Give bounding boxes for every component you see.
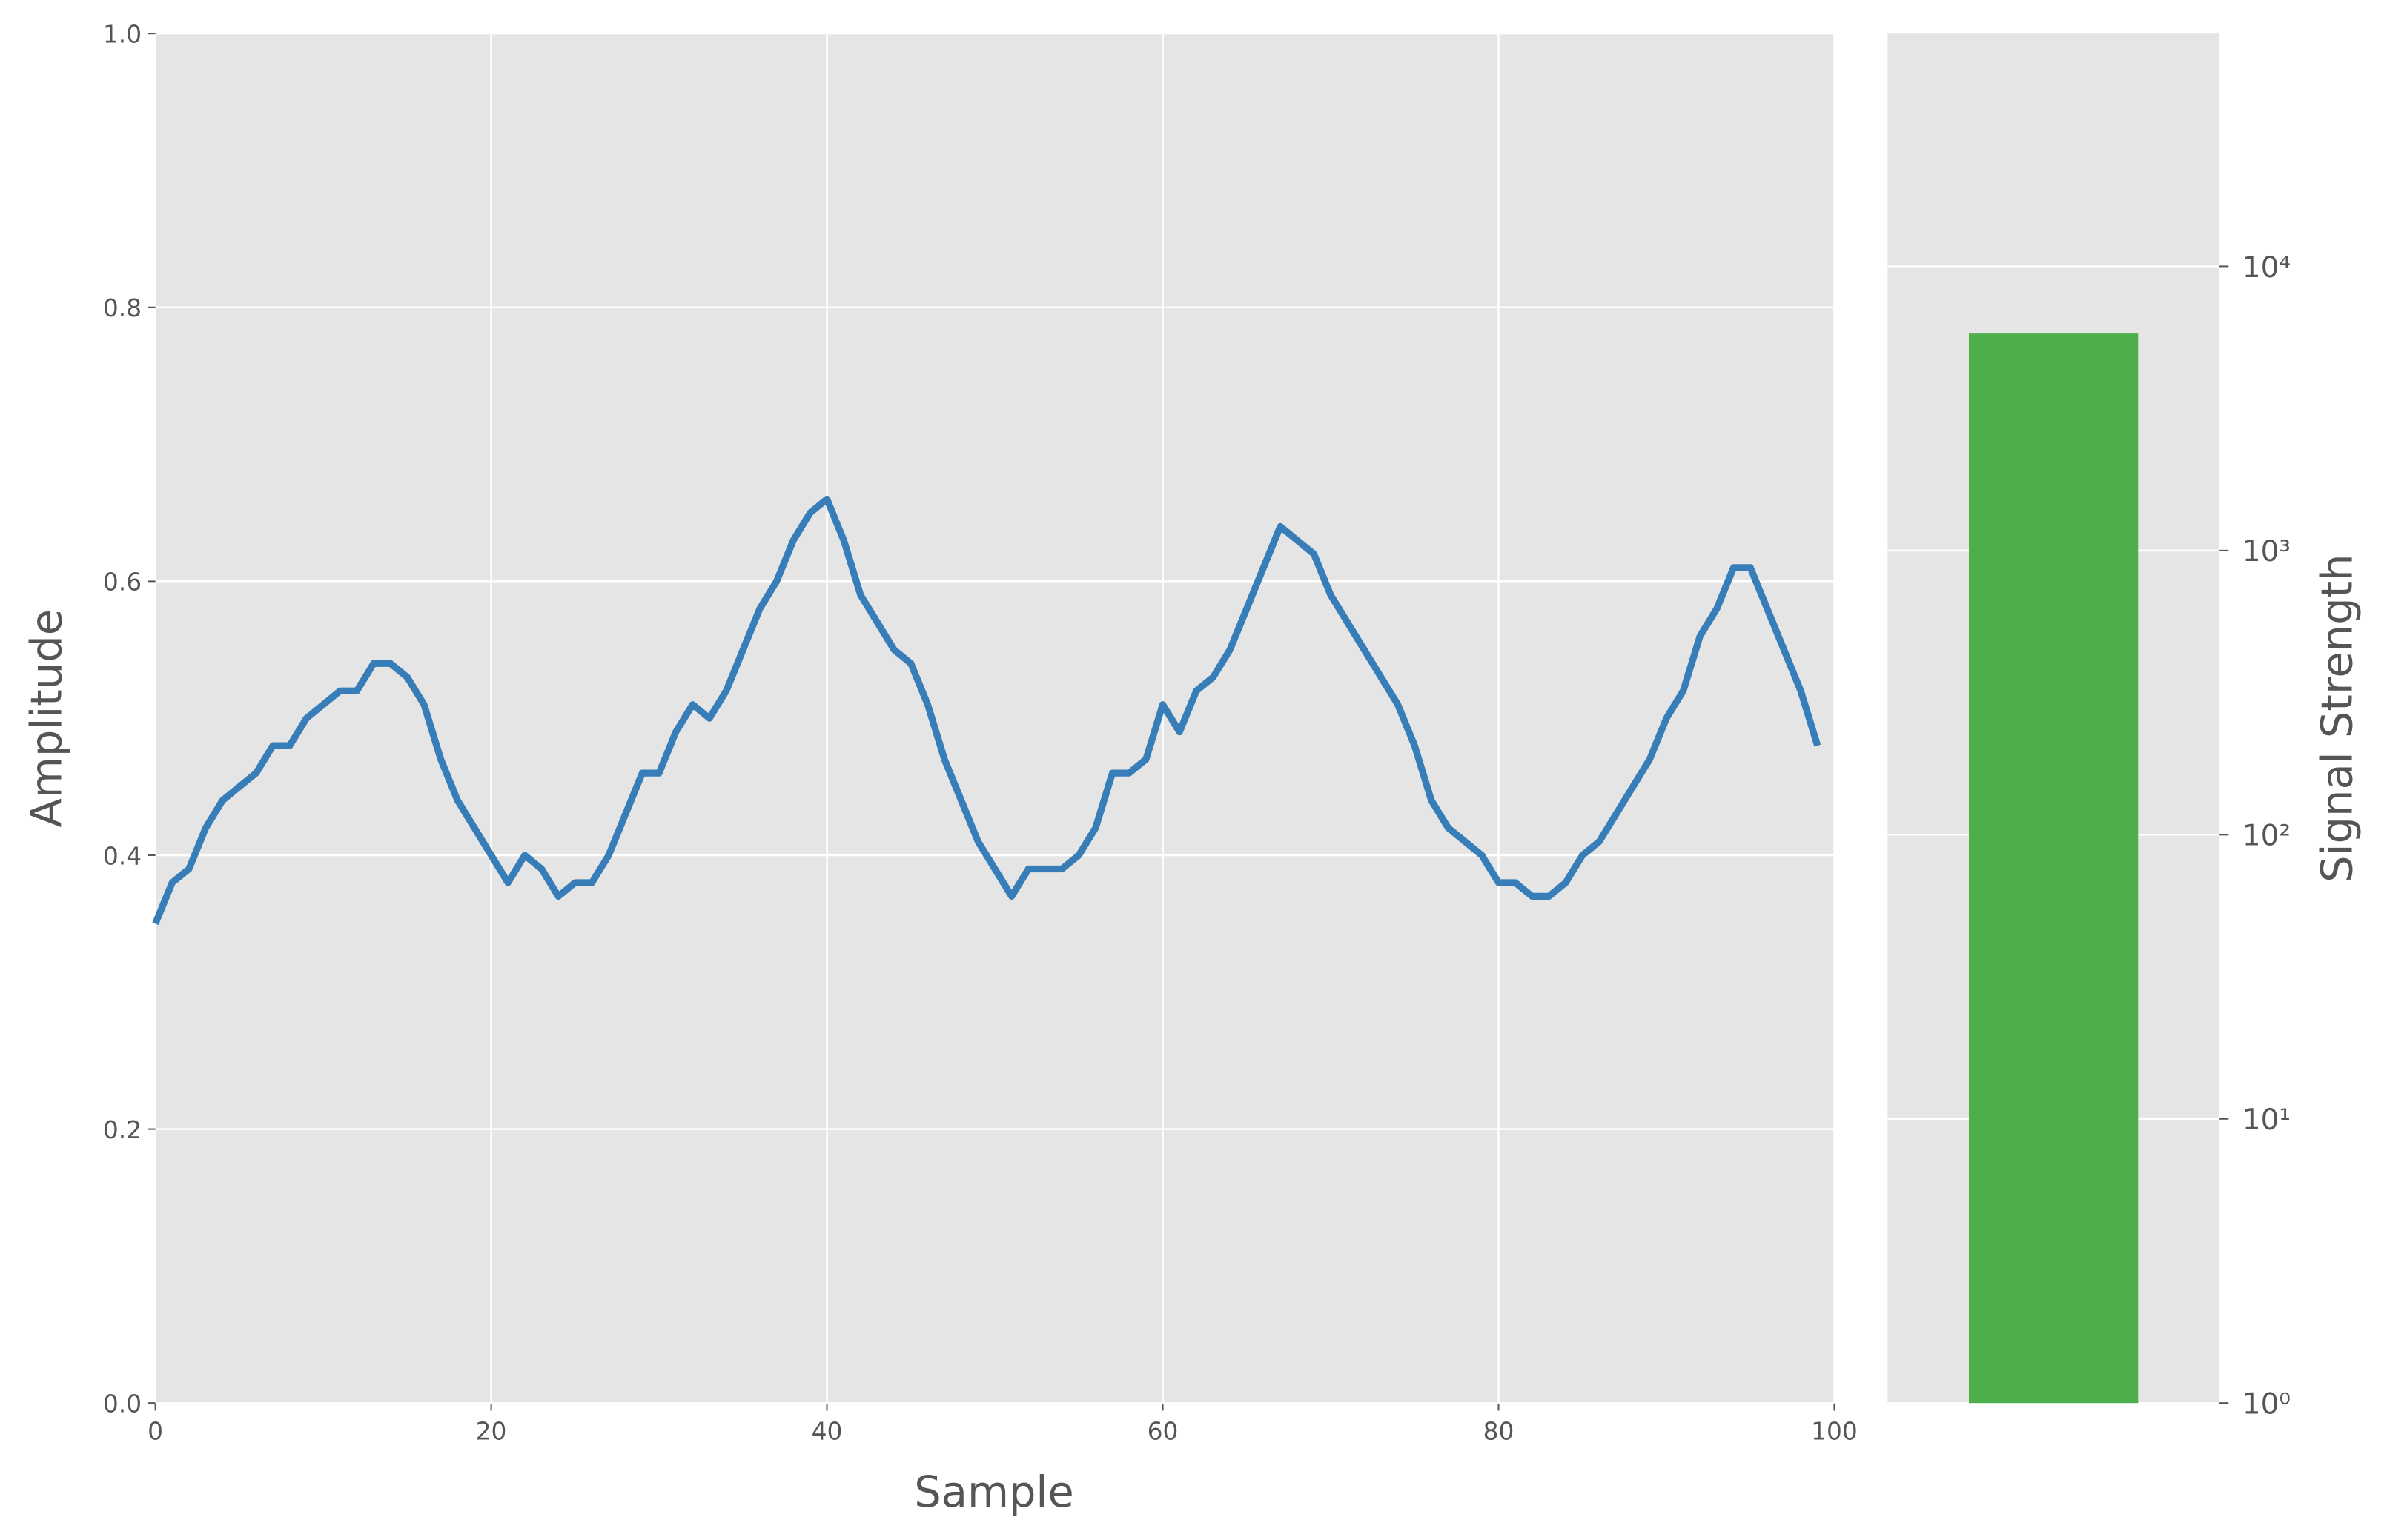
- x-tick-label: 40: [812, 1417, 843, 1445]
- x-tick-label: 20: [476, 1417, 507, 1445]
- x-tick-label: 100: [1811, 1417, 1858, 1445]
- y-tick-label: 10³: [2242, 535, 2291, 568]
- line-panel: [155, 33, 1835, 1404]
- x-tick-label: 0: [148, 1417, 163, 1445]
- y-tick-label: 1.0: [103, 20, 142, 48]
- x-tick-label: 60: [1148, 1417, 1179, 1445]
- y-tick-label: 0.2: [103, 1116, 142, 1144]
- bar: [1969, 333, 2139, 1404]
- y-axis-label: Amplitude: [21, 609, 71, 828]
- y-tick-label: 10¹: [2242, 1103, 2291, 1137]
- data-line: [152, 495, 1821, 926]
- x-tick-label: 80: [1483, 1417, 1514, 1445]
- y-tick-label: 10²: [2242, 820, 2291, 853]
- y-tick-label: 0.4: [103, 842, 142, 870]
- y-axis-label: Signal Strength: [2313, 554, 2363, 883]
- y-tick-label: 0.8: [103, 294, 142, 322]
- y-tick-label: 10⁴: [2242, 251, 2291, 285]
- y-tick-label: 10⁰: [2242, 1388, 2291, 1421]
- x-axis-label: Sample: [914, 1467, 1074, 1517]
- y-tick-label: 0.0: [103, 1390, 142, 1418]
- y-tick-label: 0.6: [103, 568, 142, 597]
